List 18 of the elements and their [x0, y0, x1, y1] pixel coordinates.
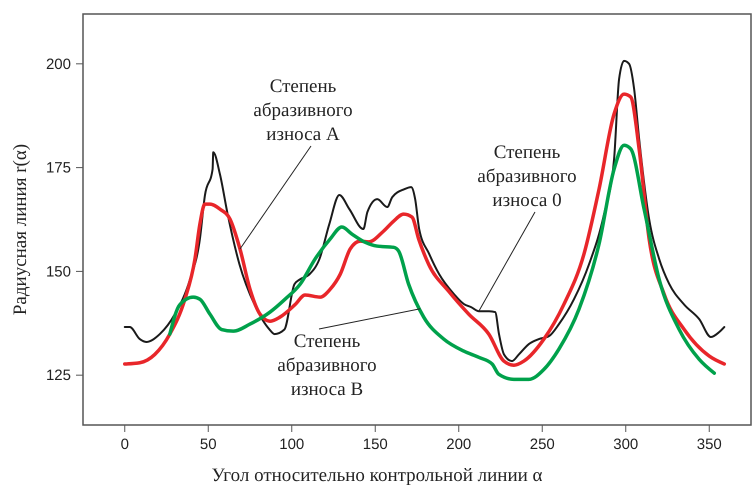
annotation: Степень абразивного износа А — [253, 76, 353, 145]
x-tick-label: 50 — [200, 436, 217, 453]
annotation: Степень абразивного износа В — [277, 331, 377, 400]
annotation: Степень абразивного износа 0 — [477, 142, 577, 211]
x-tick-label: 0 — [120, 436, 129, 453]
y-tick-label: 150 — [46, 263, 71, 280]
x-tick-label: 300 — [613, 436, 638, 453]
x-tick-label: 350 — [696, 436, 722, 453]
x-tick-label: 200 — [446, 436, 472, 453]
x-tick-label: 100 — [279, 436, 304, 453]
y-axis-title: Радиусная линия r(α) — [10, 144, 31, 316]
y-tick-label: 175 — [46, 160, 71, 177]
x-tick-label: 150 — [362, 436, 388, 453]
y-tick-label: 125 — [46, 367, 71, 384]
y-tick-label: 200 — [46, 56, 71, 73]
x-tick-label: 250 — [530, 436, 555, 453]
line-series — [168, 143, 716, 382]
x-axis-title: Угол относительно контрольной линии α — [212, 465, 543, 486]
